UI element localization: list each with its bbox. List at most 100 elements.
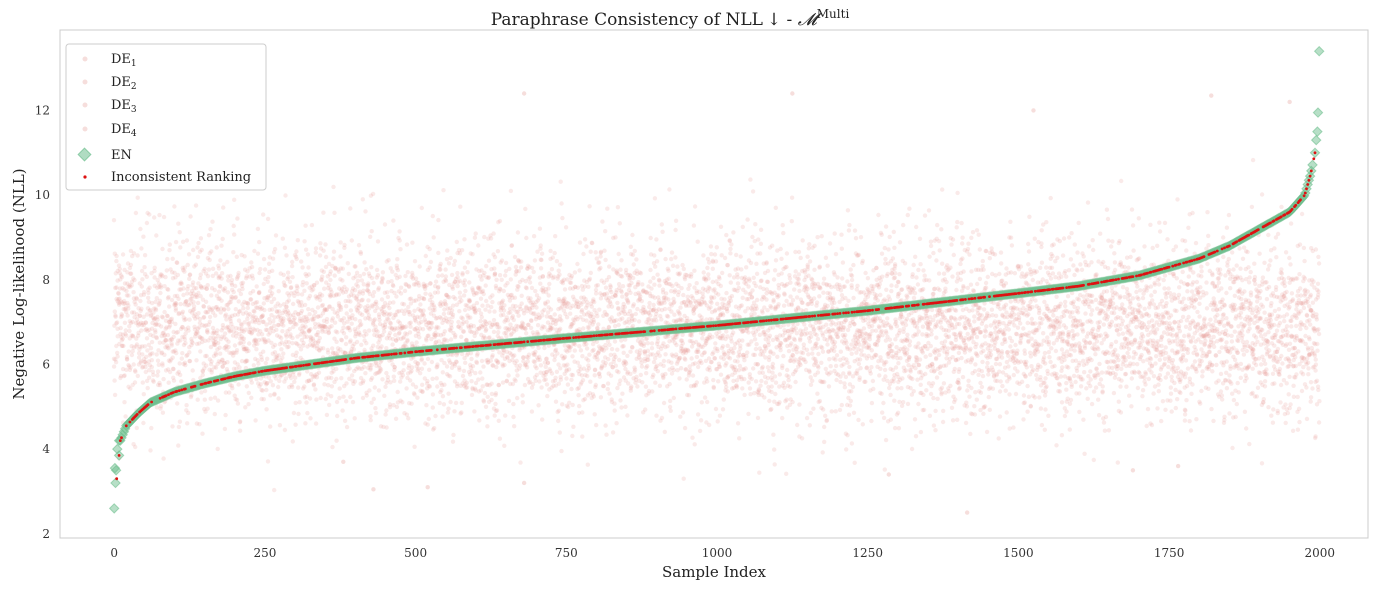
de-point <box>751 275 756 280</box>
de-point <box>283 283 288 289</box>
de-point <box>572 270 578 275</box>
de-point <box>265 459 271 464</box>
de-point <box>144 336 150 341</box>
de-point <box>167 338 173 343</box>
de-point <box>234 254 239 259</box>
de-point <box>250 276 256 281</box>
de-point <box>138 320 144 325</box>
de-point <box>710 266 715 271</box>
de-point <box>303 223 308 228</box>
de-point <box>609 346 615 352</box>
de-point <box>476 377 481 382</box>
de-point <box>770 361 776 367</box>
de-point <box>450 312 456 317</box>
de-point <box>860 258 865 264</box>
de-point <box>628 290 633 295</box>
de-point <box>134 295 139 301</box>
de-point <box>118 325 123 331</box>
de-point <box>414 340 419 345</box>
de-point <box>116 300 121 305</box>
de-point <box>748 392 753 397</box>
de-point <box>167 319 172 324</box>
de-point <box>111 356 117 361</box>
de-point <box>654 318 659 323</box>
de-point <box>667 381 672 387</box>
de-point <box>709 359 714 365</box>
de-point <box>706 272 711 277</box>
de-point <box>131 345 137 350</box>
de-point <box>429 325 434 330</box>
de-point <box>203 299 209 304</box>
de-point <box>124 309 129 315</box>
de-point <box>219 271 225 276</box>
de-point <box>154 296 159 301</box>
de-point <box>386 258 391 263</box>
de-point <box>777 372 782 377</box>
de-point <box>740 224 745 230</box>
de-point <box>349 373 355 378</box>
de-point <box>174 301 179 306</box>
de-point <box>346 271 351 277</box>
de-point <box>603 360 608 366</box>
de-point <box>209 249 214 254</box>
de-point <box>407 330 413 335</box>
de-point <box>208 396 213 401</box>
de-point <box>409 401 414 406</box>
de-point <box>146 295 151 300</box>
de-point <box>810 378 815 383</box>
de-point <box>655 272 660 277</box>
de-point <box>433 279 439 284</box>
de-point <box>127 367 133 373</box>
de-point <box>126 384 131 389</box>
de-point <box>231 223 236 229</box>
de-point <box>780 415 785 421</box>
de-point <box>533 288 538 294</box>
de-point <box>231 250 236 255</box>
de-point <box>620 294 625 299</box>
de-point <box>144 312 150 317</box>
de-point <box>474 360 480 366</box>
de-point <box>404 242 410 247</box>
de-point <box>255 341 260 347</box>
de-point <box>143 369 148 375</box>
de-point <box>126 293 131 298</box>
de-point <box>482 270 487 276</box>
de-point <box>764 297 769 302</box>
de-point <box>302 288 307 293</box>
de-point <box>222 426 228 432</box>
de-point <box>127 336 132 341</box>
de-point <box>462 283 467 288</box>
de-point <box>336 292 342 297</box>
de-point <box>133 444 138 450</box>
de-point <box>654 237 659 242</box>
de-point <box>131 251 137 256</box>
de-point <box>394 404 400 410</box>
de-point <box>371 396 376 402</box>
de-point <box>163 326 168 331</box>
de-point <box>158 272 163 277</box>
de-point <box>218 351 223 356</box>
de-point <box>443 278 449 284</box>
de-point <box>125 281 130 286</box>
de-point <box>728 251 733 256</box>
de-point <box>158 406 163 411</box>
de-point <box>393 416 399 421</box>
de-point <box>623 404 628 409</box>
de-point <box>361 288 366 293</box>
de-point <box>256 361 261 366</box>
de-point <box>158 274 163 279</box>
de-point <box>619 258 624 263</box>
de-point <box>755 415 761 421</box>
de-point <box>167 325 172 330</box>
de-point <box>572 348 577 353</box>
de-point <box>334 366 339 372</box>
de-point <box>166 380 171 385</box>
de-point <box>131 442 136 447</box>
de-point <box>122 301 128 306</box>
de-point <box>339 338 345 343</box>
de-point <box>767 354 772 360</box>
de-point <box>229 281 234 286</box>
de-point <box>752 337 758 342</box>
de-point <box>758 251 763 256</box>
